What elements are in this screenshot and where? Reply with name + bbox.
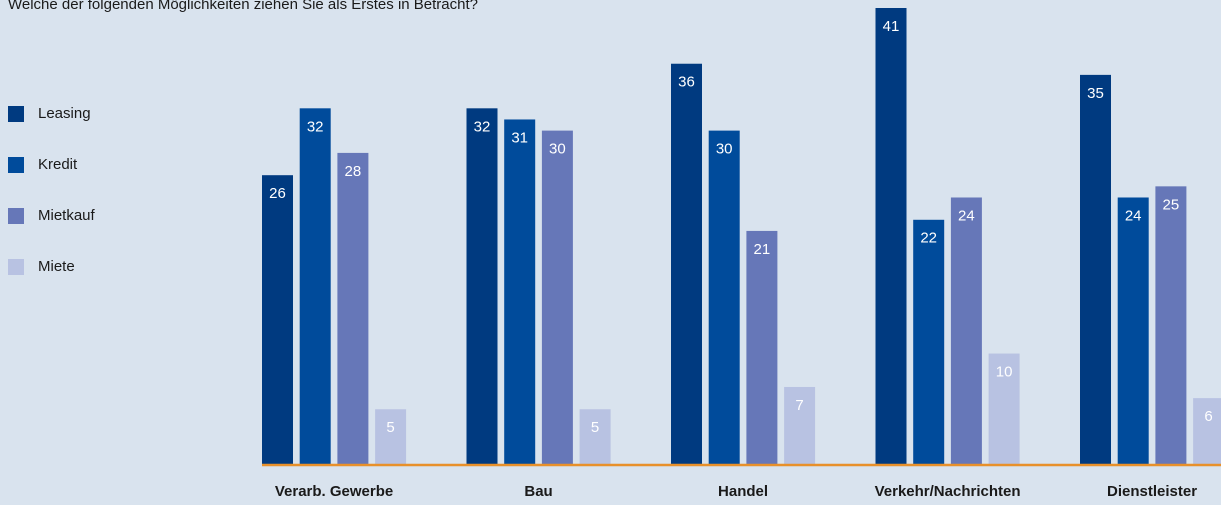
legend-label: Kredit [38,156,78,173]
bar [988,353,1020,465]
data-label: 24 [958,207,975,224]
data-label: 36 [678,74,695,91]
bar [784,386,816,465]
bar [875,8,907,465]
data-label: 10 [996,364,1013,381]
x-tick-label: Handel [718,483,768,500]
x-tick-label: Dienstleister [1107,483,1197,500]
legend-swatch [8,106,24,122]
bar [262,175,293,465]
legend-label: Mietkauf [38,207,96,224]
data-label: 21 [754,241,771,258]
data-label: 5 [591,419,599,436]
bar [913,219,945,465]
legend-label: Leasing [38,105,91,122]
bar [504,119,536,466]
bar [746,230,778,465]
data-label: 6 [1204,408,1212,425]
bar [466,108,498,465]
data-label: 30 [716,141,733,158]
x-tick-label: Bau [524,483,552,500]
bar [708,130,740,466]
bar [950,197,982,466]
bar [541,130,573,466]
data-label: 28 [345,163,362,180]
bar [337,152,369,465]
legend-swatch [8,208,24,224]
bar [1117,197,1149,466]
data-label: 32 [474,118,491,135]
bar [375,409,407,465]
data-label: 31 [511,129,528,146]
bar [671,63,702,465]
data-label: 24 [1125,207,1142,224]
data-label: 5 [386,419,394,436]
data-label: 35 [1087,85,1104,102]
data-label: 32 [307,118,324,135]
legend-label: Miete [38,258,75,275]
bar [579,409,611,465]
legend-swatch [8,157,24,173]
bar [1080,74,1111,465]
legend-swatch [8,259,24,275]
x-tick-label: Verarb. Gewerbe [275,483,393,500]
data-label: 26 [269,185,286,202]
data-label: 7 [795,397,803,414]
bar [299,108,331,465]
data-label: 25 [1163,196,1180,213]
x-tick-label: Verkehr/Nachrichten [875,483,1021,500]
chart-title: Welche der folgenden Möglichkeiten ziehe… [8,0,478,13]
data-label: 22 [920,230,937,247]
data-label: 30 [549,141,566,158]
bar [1155,186,1187,465]
data-label: 41 [883,18,900,35]
bar [1193,398,1221,465]
